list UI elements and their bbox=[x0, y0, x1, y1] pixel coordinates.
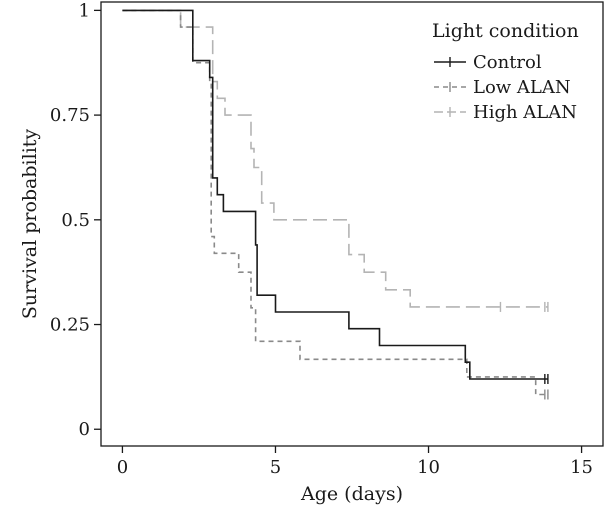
legend-item-low-alan: Low ALAN bbox=[434, 77, 571, 98]
y-tick-label: 1 bbox=[79, 0, 90, 21]
series-control bbox=[122, 9, 549, 384]
legend-item-high-alan: High ALAN bbox=[434, 102, 577, 123]
legend: Light condition Control Low ALAN High ALAN bbox=[432, 20, 579, 123]
plot-frame bbox=[100, 1, 604, 447]
series-layer bbox=[122, 9, 549, 400]
series-line-control bbox=[122, 9, 548, 380]
legend-item-control: Control bbox=[434, 52, 542, 73]
legend-label: High ALAN bbox=[473, 102, 577, 123]
y-tick-label: 0.25 bbox=[50, 315, 90, 336]
x-axis-title: Age (days) bbox=[300, 483, 403, 505]
y-axis: 0 0.25 0.5 0.75 1 bbox=[50, 0, 101, 440]
legend-title: Light condition bbox=[432, 20, 579, 42]
y-tick-label: 0 bbox=[79, 419, 90, 440]
x-axis: 0 5 10 15 bbox=[117, 446, 593, 478]
legend-label: Low ALAN bbox=[473, 77, 571, 98]
y-tick-label: 0.75 bbox=[50, 105, 90, 126]
x-tick-label: 15 bbox=[570, 457, 593, 478]
y-tick-label: 0.5 bbox=[61, 210, 90, 231]
x-tick-label: 10 bbox=[417, 457, 440, 478]
legend-label: Control bbox=[473, 52, 542, 73]
x-tick-label: 5 bbox=[270, 457, 281, 478]
x-tick-label: 0 bbox=[117, 457, 128, 478]
y-axis-title: Survival probability bbox=[19, 129, 41, 320]
